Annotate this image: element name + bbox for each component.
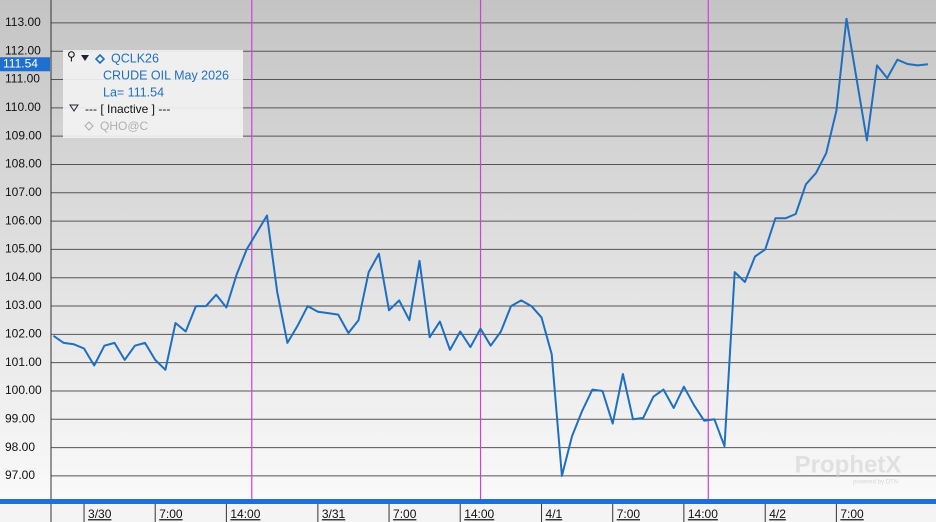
- x-tick-label: 7:00: [617, 507, 641, 521]
- x-tick-label: 14:00: [230, 507, 260, 521]
- price-line: [52, 17, 929, 477]
- y-tick-label: 99.00: [5, 411, 35, 425]
- y-tick-label: 110.00: [5, 100, 41, 114]
- y-tick-label: 103.00: [5, 298, 42, 312]
- x-tick-label: 3/31: [322, 507, 346, 521]
- x-tick-label: 4/2: [769, 507, 786, 521]
- watermark-tagline: powered by DTN: [853, 480, 898, 486]
- x-tick-label: 7:00: [159, 507, 183, 521]
- legend: ⚲ QCLK26 CRUDE OIL May 2026 La= 111.54 -…: [63, 49, 243, 138]
- last-price-flag: [0, 57, 50, 72]
- y-tick-label: 109.00: [5, 128, 42, 142]
- watermark-brand: ProphetX: [795, 451, 902, 478]
- collapse-icon[interactable]: [69, 104, 79, 112]
- y-tick-label: 111.00: [5, 72, 40, 86]
- x-axis-bar: [0, 499, 936, 504]
- y-tick-label: 106.00: [5, 213, 42, 227]
- legend-inactive-symbol[interactable]: QHO@C: [100, 119, 149, 133]
- y-tick-label: 98.00: [5, 440, 35, 454]
- y-tick-label: 100.00: [5, 383, 42, 397]
- x-tick-label: 4/1: [546, 507, 563, 521]
- x-tick-label: 14:00: [464, 507, 494, 521]
- legend-box: [63, 50, 243, 138]
- x-axis-area: [0, 504, 936, 522]
- y-tick-label: 107.00: [5, 185, 42, 199]
- inactive-icon: [84, 121, 94, 131]
- y-tick-label: 105.00: [5, 242, 42, 256]
- last-price-label: 111.54: [3, 56, 38, 70]
- y-tick-label: 102.00: [5, 327, 42, 341]
- y-tick-label: 108.00: [5, 157, 42, 171]
- watermark: ProphetX powered by DTN: [795, 451, 902, 485]
- legend-symbol[interactable]: QCLK26: [111, 51, 159, 65]
- x-tick-label: 14:00: [688, 507, 718, 521]
- x-tick-label: 3/30: [88, 507, 112, 521]
- zoom-icon[interactable]: ⚲: [67, 49, 76, 63]
- legend-description: CRUDE OIL May 2026: [103, 68, 229, 82]
- x-tick-label: 7:00: [840, 507, 864, 521]
- x-tick-label: 7:00: [393, 507, 417, 521]
- y-tick-label: 113.00: [5, 15, 41, 29]
- series-icon: [94, 53, 106, 65]
- y-tick-label: 97.00: [5, 468, 35, 482]
- y-tick-label: 112.00: [5, 43, 41, 57]
- y-tick-label: 101.00: [5, 355, 42, 369]
- y-tick-label: 104.00: [5, 270, 42, 284]
- legend-last: La= 111.54: [103, 85, 164, 99]
- legend-inactive: --- [ Inactive ] ---: [85, 102, 170, 116]
- collapse-icon[interactable]: [81, 55, 89, 61]
